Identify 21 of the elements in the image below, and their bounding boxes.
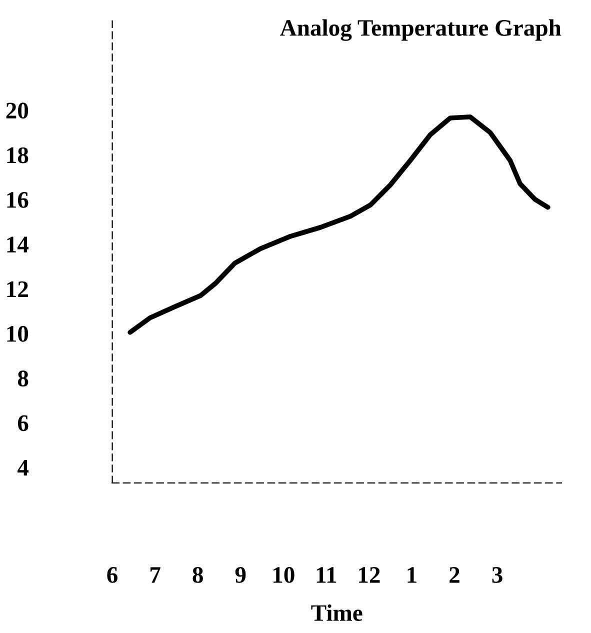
y-tick-label: 6 <box>18 415 28 432</box>
y-tick-label: 12 <box>7 281 28 297</box>
x-tick-label: 12 <box>359 567 380 583</box>
x-tick-label: 10 <box>273 566 294 583</box>
x-tick-label: 1 <box>408 567 416 583</box>
y-tick-label: 8 <box>18 370 28 386</box>
x-tick-label: 7 <box>150 567 160 583</box>
x-tick-label: 9 <box>235 567 246 583</box>
x-tick-label: 8 <box>192 566 203 583</box>
y-tick-label: 18 <box>7 147 28 164</box>
chart-title: Analog Temperature Graph <box>280 19 562 41</box>
y-tick-label: 14 <box>7 236 29 252</box>
y-tick-label: 20 <box>6 102 28 119</box>
y-tick-label: 10 <box>7 326 28 342</box>
x-axis-title: Time <box>311 604 362 621</box>
x-tick-label: 3 <box>492 567 502 583</box>
x-tick-label: 11 <box>316 567 336 583</box>
y-tick-label: 16 <box>7 192 28 208</box>
x-tick-label: 2 <box>450 567 460 583</box>
y-tick-label: 4 <box>17 460 29 476</box>
x-tick-label: 6 <box>107 567 118 583</box>
